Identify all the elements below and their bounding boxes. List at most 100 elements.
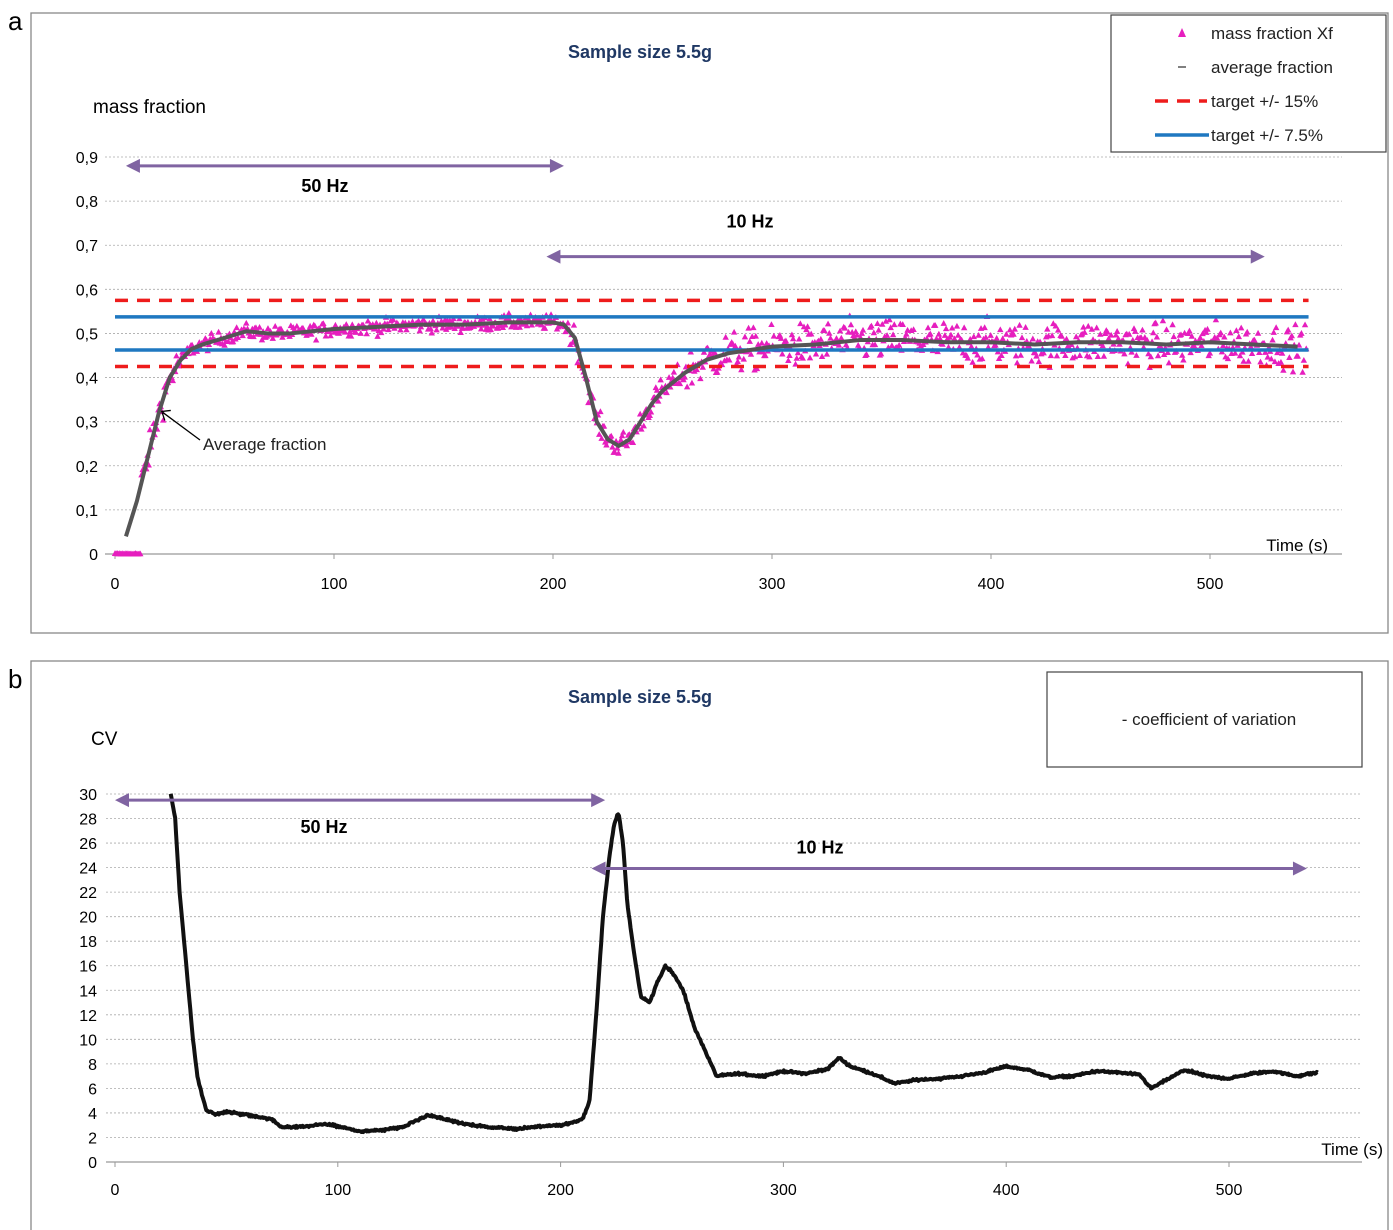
mass-fraction-point (1013, 359, 1021, 366)
mass-fraction-point (870, 329, 878, 336)
mass-fraction-point (741, 333, 749, 340)
mass-fraction-point (1245, 357, 1252, 364)
y-tick-label: 26 (79, 836, 97, 853)
mass-fraction-point (838, 334, 845, 341)
mass-fraction-point (714, 368, 721, 375)
mass-fraction-point (614, 444, 621, 451)
mass-fraction-point (1286, 354, 1293, 361)
mass-fraction-point (397, 326, 404, 333)
y-tick-label: 14 (79, 983, 97, 1000)
mass-fraction-point (1062, 352, 1069, 358)
panel-a-gridlines (105, 156, 1342, 555)
mass-fraction-point (308, 331, 315, 337)
mass-fraction-point (234, 334, 242, 341)
mass-fraction-point (1298, 330, 1305, 336)
y-tick-label: 0 (88, 1155, 97, 1172)
panel-b-legend: - coefficient of variation (1046, 671, 1363, 768)
mass-fraction-point (653, 386, 661, 393)
mass-fraction-point (1212, 316, 1220, 323)
mass-fraction-point (655, 397, 662, 404)
y-tick-label: 24 (79, 861, 97, 878)
mass-fraction-point (1093, 324, 1100, 331)
arrow-right-head-icon (1250, 249, 1265, 264)
mass-fraction-point (806, 354, 814, 361)
mass-fraction-point (910, 326, 917, 333)
legend-item-target-15: target +/- 15% (1211, 92, 1318, 111)
mass-fraction-point (169, 377, 177, 384)
panel-a-y-axis-label: mass fraction (93, 97, 206, 118)
mass-fraction-point (974, 351, 981, 358)
mass-fraction-point (352, 329, 360, 335)
mass-fraction-point (385, 326, 392, 333)
average-fraction-pointer (162, 411, 201, 441)
mass-fraction-point (789, 335, 797, 342)
y-tick-label: 18 (79, 934, 97, 951)
mass-fraction-point (232, 335, 239, 342)
mass-fraction-point (1139, 326, 1146, 333)
legend-item-target-7-5: target +/- 7.5% (1211, 126, 1323, 145)
mass-fraction-point (609, 443, 616, 450)
mass-fraction-point (738, 366, 745, 373)
panel-a-y-ticks: 0 0,1 0,2 0,3 0,4 0,5 0,6 0,7 0,8 0,9 (76, 150, 98, 564)
mass-fraction-point (997, 326, 1004, 333)
mass-fraction-point (899, 321, 906, 327)
mass-fraction-point (293, 322, 301, 329)
mass-fraction-point (670, 368, 678, 375)
mass-fraction-point (786, 352, 793, 359)
x-tick-label: 0 (111, 1182, 120, 1199)
mass-fraction-point (932, 322, 939, 328)
mass-fraction-point (322, 332, 329, 339)
panel-b-x-axis-label: Time (s) (1321, 1140, 1383, 1159)
mass-fraction-point (941, 332, 949, 338)
mass-fraction-point (1186, 327, 1193, 334)
mass-fraction-point (726, 356, 733, 363)
mass-fraction-point (970, 333, 978, 340)
panel-b-legend-box (1046, 671, 1363, 768)
mass-fraction-point (1257, 358, 1264, 365)
mass-fraction-point (823, 350, 831, 357)
panel-a-average-line (124, 320, 1298, 537)
panel-a-x-ticks: 0 100 200 300 400 500 (111, 554, 1223, 593)
mass-fraction-point (159, 416, 167, 423)
x-tick-label: 0 (111, 576, 120, 593)
mass-fraction-point (1159, 317, 1167, 324)
mass-fraction-point (663, 389, 670, 396)
y-tick-label: 28 (79, 812, 97, 829)
mass-fraction-point (1076, 352, 1084, 358)
mass-fraction-point (523, 322, 531, 329)
mass-fraction-point (788, 331, 796, 338)
cv-line (168, 793, 1319, 1135)
mass-fraction-point (373, 319, 380, 326)
mass-fraction-point (1054, 326, 1062, 333)
mass-fraction-point (1144, 336, 1151, 343)
mass-fraction-point (221, 341, 228, 348)
mass-fraction-point (597, 408, 604, 415)
mass-fraction-point (877, 350, 885, 357)
mass-fraction-point (243, 319, 250, 326)
mass-fraction-point (346, 328, 354, 335)
mass-fraction-point (887, 324, 894, 331)
mass-fraction-point (1170, 333, 1177, 340)
mass-fraction-point (1270, 329, 1277, 335)
mass-fraction-point (380, 325, 387, 332)
panel-a-legend: mass fraction Xf average fraction target… (1110, 14, 1387, 153)
mass-fraction-point (750, 324, 757, 331)
x-tick-label: 200 (547, 1182, 574, 1199)
mass-fraction-point (874, 320, 881, 326)
panel-b-title: Sample size 5.5g (568, 687, 712, 707)
arrow-left-head-icon (115, 793, 129, 808)
mass-fraction-point (538, 321, 545, 328)
average-fraction-line (124, 320, 1298, 537)
mass-fraction-point (137, 550, 144, 557)
mass-fraction-point (1154, 352, 1162, 359)
mass-fraction-point (1244, 328, 1251, 335)
mass-fraction-point (1198, 342, 1205, 349)
mass-fraction-point (992, 341, 999, 348)
label-10hz: 10 Hz (726, 212, 773, 232)
mass-fraction-point (415, 317, 422, 324)
mass-fraction-point (335, 330, 343, 336)
y-tick-label: 2 (88, 1130, 97, 1147)
mass-fraction-point (312, 336, 320, 343)
mass-fraction-point (779, 350, 786, 357)
mass-fraction-point (490, 322, 497, 329)
